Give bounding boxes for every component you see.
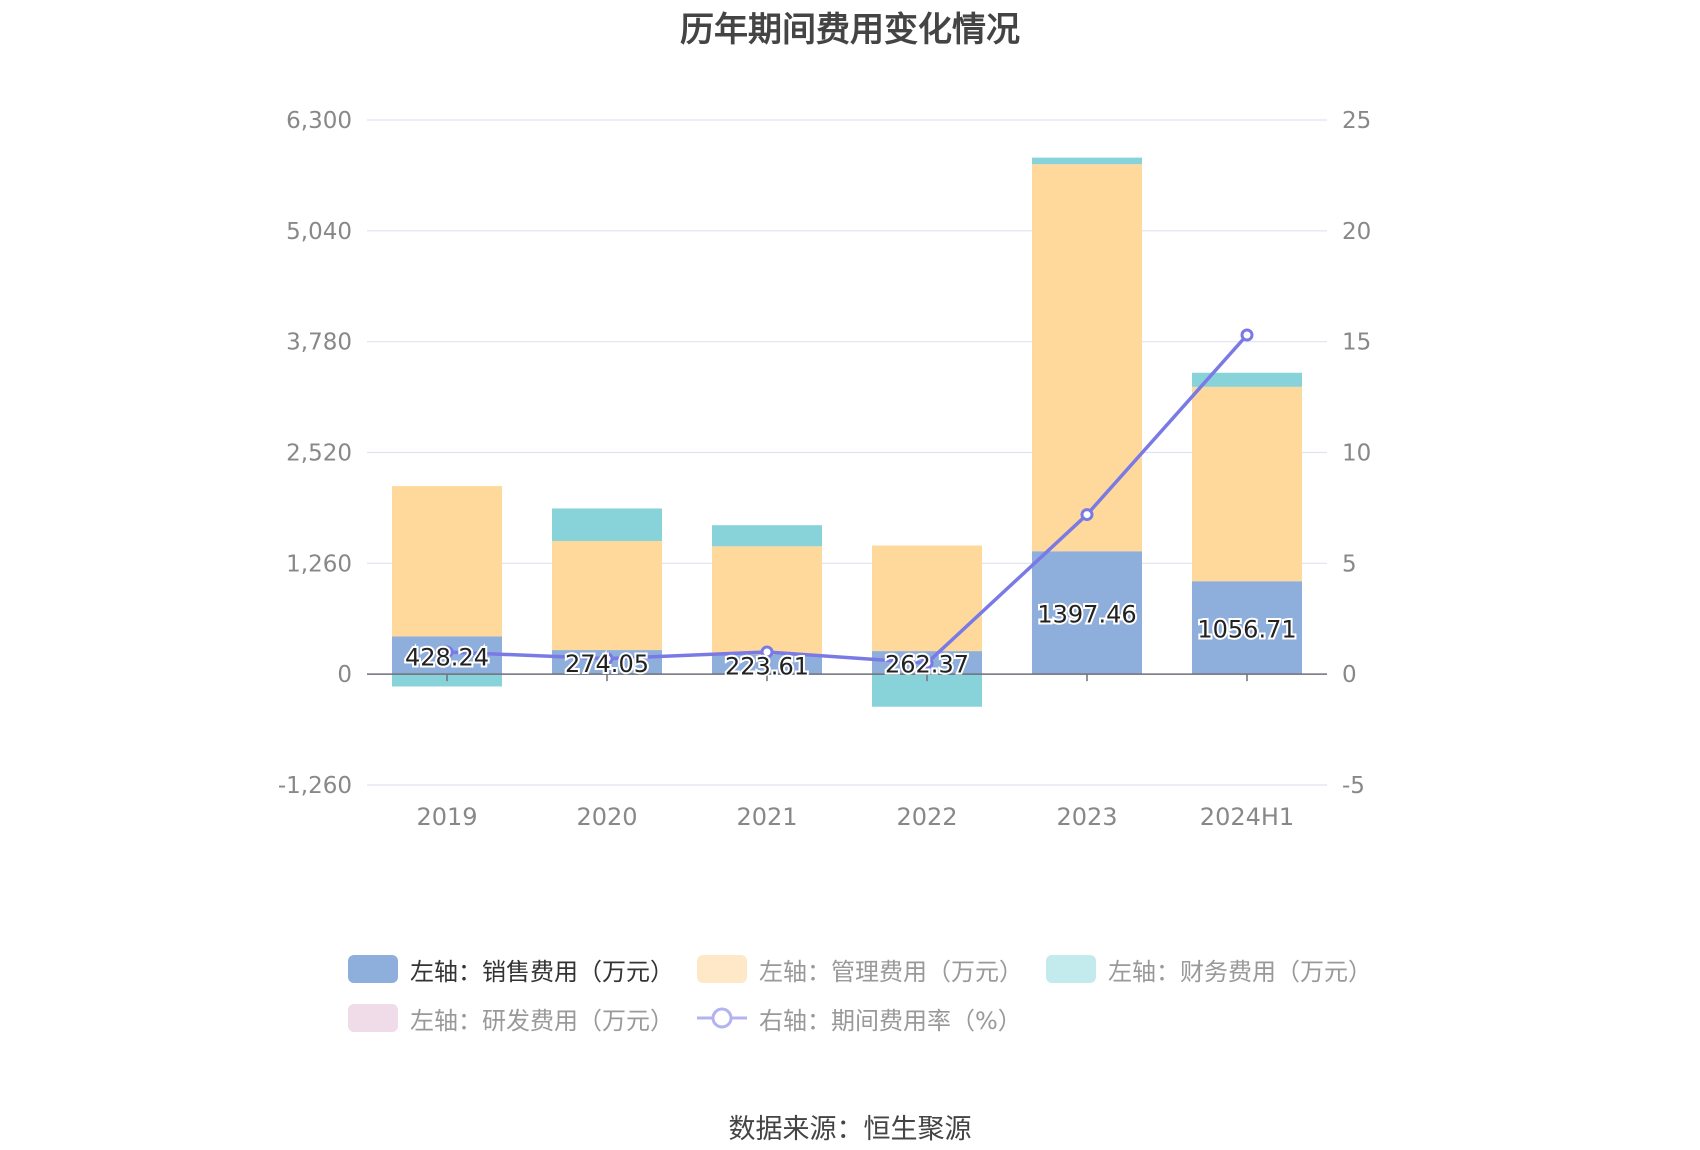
sales-value-label: 262.37 bbox=[885, 651, 969, 679]
x-tick-label: 2024H1 bbox=[1200, 803, 1294, 831]
bar-segment bbox=[712, 654, 822, 675]
legend-swatch-rd bbox=[348, 1004, 398, 1032]
bar-segment bbox=[712, 546, 822, 655]
legend-swatch-finance bbox=[1046, 955, 1096, 983]
bar-segment bbox=[392, 486, 502, 637]
bar-segment bbox=[1032, 164, 1142, 552]
y-right-tick-label: 5 bbox=[1342, 551, 1357, 577]
rate-point bbox=[1240, 328, 1254, 342]
y-left-tick-label: 6,300 bbox=[286, 108, 352, 134]
legend-item-admin[interactable]: 左轴：管理费用（万元） bbox=[697, 952, 1023, 986]
y-right-tick-label: 25 bbox=[1342, 108, 1371, 134]
axes: 6,300 25 5,040 20 3,780 15 2,520 10 1,260 5 0 0 -1,2… bbox=[278, 108, 1371, 831]
bar-segment bbox=[1192, 386, 1302, 582]
y-left-tick-label: 2,520 bbox=[286, 441, 352, 467]
sales-value-label: 274.05 bbox=[565, 650, 649, 678]
legend-label: 左轴：财务费用（万元） bbox=[1108, 957, 1372, 986]
bar-segment bbox=[872, 545, 982, 652]
bar-segment bbox=[1192, 581, 1302, 675]
x-tick-label: 2019 bbox=[416, 803, 477, 831]
legend-label: 右轴：期间费用率（%） bbox=[759, 1006, 1022, 1035]
sales-value-label: 428.24 bbox=[405, 643, 489, 671]
y-right-tick-label: 10 bbox=[1342, 441, 1371, 467]
x-tick-label: 2023 bbox=[1056, 803, 1117, 831]
bar-segment bbox=[1032, 551, 1142, 675]
chart-title: 历年期间费用变化情况 bbox=[680, 10, 1020, 50]
y-right-tick-label: 20 bbox=[1342, 219, 1371, 245]
line-circle-icon bbox=[697, 1007, 747, 1029]
sales-value-label: 223.61 bbox=[725, 652, 809, 680]
bar-segment bbox=[552, 508, 662, 541]
legend-label: 左轴：销售费用（万元） bbox=[410, 957, 674, 986]
legend-label: 左轴：研发费用（万元） bbox=[410, 1006, 674, 1035]
sales-value-label: 1397.46 bbox=[1037, 601, 1136, 629]
legend-item-rd[interactable]: 左轴：研发费用（万元） bbox=[348, 1001, 674, 1035]
bar-segment bbox=[712, 525, 822, 547]
rate-point bbox=[1080, 508, 1094, 522]
bar-segment bbox=[1032, 157, 1142, 165]
y-left-tick-label: 0 bbox=[337, 662, 352, 688]
y-right-tick-label: -5 bbox=[1342, 773, 1365, 799]
legend-swatch-sales bbox=[348, 955, 398, 983]
rate-line bbox=[446, 333, 1249, 665]
y-left-tick-label: 1,260 bbox=[286, 551, 352, 577]
y-right-tick-label: 0 bbox=[1342, 662, 1357, 688]
legend-item-sales[interactable]: 左轴：销售费用（万元） bbox=[348, 952, 674, 986]
legend-label: 左轴：管理费用（万元） bbox=[759, 957, 1023, 986]
legend-item-finance[interactable]: 左轴：财务费用（万元） bbox=[1046, 952, 1372, 986]
rate-point bbox=[760, 645, 774, 659]
gridlines bbox=[367, 119, 1327, 786]
legend-item-rate[interactable]: 右轴：期间费用率（%） bbox=[697, 1001, 1022, 1035]
source-note: 数据来源：恒生聚源 bbox=[728, 1114, 972, 1145]
bars bbox=[392, 157, 1302, 707]
y-left-tick-label: 3,780 bbox=[286, 330, 352, 356]
rate-point bbox=[600, 652, 614, 666]
bar-segment bbox=[552, 540, 662, 651]
rate-line-series bbox=[440, 328, 1254, 670]
x-tick-label: 2020 bbox=[576, 803, 637, 831]
rate-point bbox=[920, 656, 934, 670]
legend-swatch-admin bbox=[697, 955, 747, 983]
x-tick-label: 2022 bbox=[896, 803, 957, 831]
sales-value-label: 1056.71 bbox=[1197, 616, 1296, 644]
y-left-tick-label: -1,260 bbox=[278, 773, 352, 799]
y-left-tick-label: 5,040 bbox=[286, 219, 352, 245]
x-tick-label: 2021 bbox=[736, 803, 797, 831]
data-labels: 428.24 274.05 223.61 262.37 1397.46 1056.71 bbox=[403, 599, 1299, 683]
bar-segment bbox=[1192, 372, 1302, 387]
y-right-tick-label: 15 bbox=[1342, 330, 1371, 356]
rate-point bbox=[440, 645, 454, 659]
